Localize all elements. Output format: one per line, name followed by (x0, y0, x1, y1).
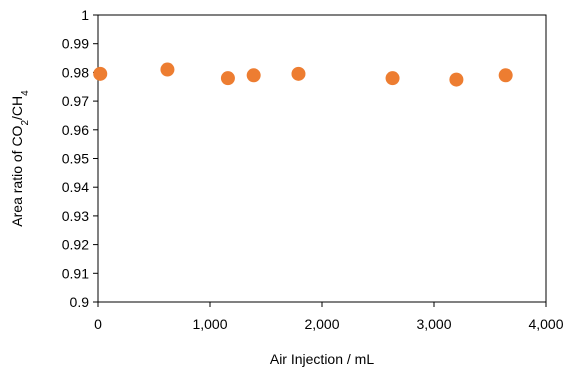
y-tick-label: 0.91 (62, 265, 89, 281)
x-tick-label: 2,000 (304, 316, 339, 332)
y-tick-label: 0.98 (62, 64, 89, 80)
y-tick-label: 0.92 (62, 237, 89, 253)
y-tick-label: 0.99 (62, 36, 89, 52)
y-tick-label: 0.97 (62, 93, 89, 109)
x-axis-title: Air Injection / mL (270, 351, 374, 367)
y-tick-label: 0.95 (62, 151, 89, 167)
y-axis-title: Area ratio of CO2/CH4 (9, 90, 31, 227)
data-point (246, 68, 261, 83)
y-tick-label: 1 (81, 7, 89, 23)
y-axis: 0.9 0.91 0.92 0.93 0.94 0.95 0.96 0.97 0.98 0.99 1 (62, 7, 98, 310)
y-tick-label: 0.96 (62, 122, 89, 138)
data-point (220, 71, 235, 86)
data-points (93, 62, 513, 87)
y-tick-label: 0.93 (62, 208, 89, 224)
data-point (160, 62, 175, 77)
x-tick-label: 1,000 (192, 316, 227, 332)
x-tick-label: 3,000 (416, 316, 451, 332)
x-tick-label: 4,000 (528, 316, 563, 332)
data-point (385, 71, 400, 86)
plot-area-frame (97, 14, 547, 303)
y-axis-title-text: Area ratio of CO2/CH4 (9, 90, 31, 227)
x-tick-label: 0 (94, 316, 102, 332)
data-point (498, 68, 513, 83)
data-point (93, 66, 108, 81)
data-point (449, 72, 464, 87)
data-point (291, 66, 306, 81)
y-tick-label: 0.94 (62, 179, 89, 195)
x-axis: 0 1,000 2,000 3,000 4,000 (94, 302, 564, 332)
y-tick-label: 0.9 (70, 294, 90, 310)
